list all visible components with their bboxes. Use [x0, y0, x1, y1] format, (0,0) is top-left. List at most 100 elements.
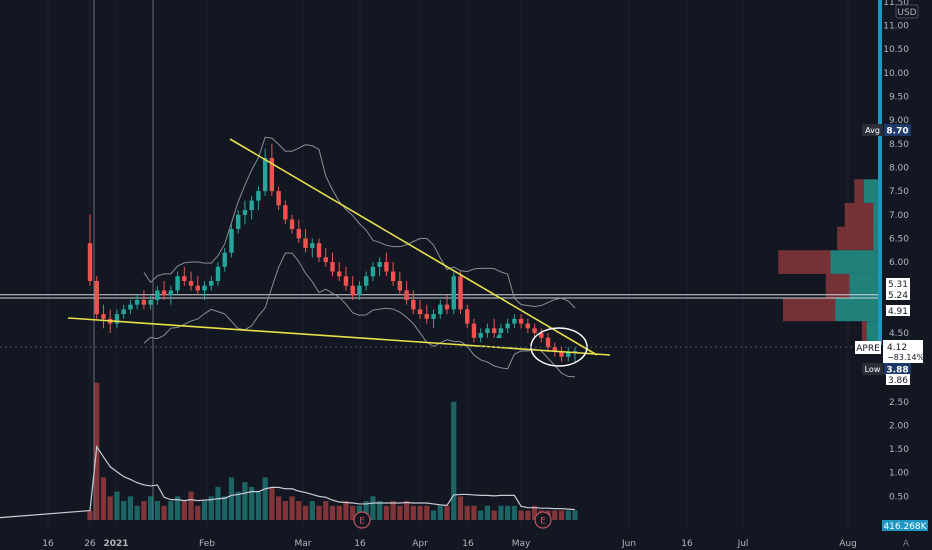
candle-body — [559, 351, 564, 357]
volume-bar — [336, 505, 342, 520]
volume-bar — [390, 501, 396, 520]
lower-trendline[interactable] — [67, 317, 611, 356]
candle-body — [222, 252, 227, 267]
volume-tag: 416.268K — [882, 520, 928, 532]
volume-bar — [343, 501, 349, 520]
candle-body — [451, 276, 456, 310]
volume-bar — [437, 505, 443, 520]
volume-bar — [430, 510, 437, 520]
time-tick-label: 16 — [462, 539, 474, 549]
candle-body — [343, 276, 349, 286]
svg-text:4.91: 4.91 — [888, 307, 908, 317]
candle-body — [337, 271, 342, 277]
volume-bar — [491, 510, 497, 520]
price-axis-panel[interactable] — [878, 0, 932, 550]
candle-body — [175, 276, 180, 291]
candle-body — [370, 266, 376, 277]
candle-body — [357, 285, 362, 296]
candle-body — [404, 290, 409, 300]
volume-bar — [363, 501, 369, 520]
volume-bar — [451, 401, 457, 520]
volume-bar — [552, 510, 558, 520]
time-axis[interactable]: 16 26 2021 Feb Mar 16 Apr 16 May Jun 16 Jul Aug — [42, 539, 857, 549]
candle-body — [276, 191, 281, 206]
volume-bar — [572, 510, 578, 520]
volume-bar — [208, 496, 214, 520]
earnings-marker[interactable]: E — [353, 511, 371, 529]
avg-tag: Avg 8.70 — [862, 124, 911, 137]
profile-up-bar — [849, 273, 878, 298]
profile-down-bar — [825, 273, 850, 298]
time-tick-label: 16 — [354, 539, 366, 549]
price-axis[interactable]: 11.50 11.00 10.50 10.00 9.50 9.00 8.50 8.00 7.50… — [883, 0, 909, 502]
candle-body — [121, 309, 126, 315]
volume-bar — [282, 501, 288, 520]
volume-bar — [565, 510, 571, 520]
candle-body — [242, 210, 248, 215]
tv-logo[interactable]: A — [903, 539, 910, 549]
candle-body — [141, 299, 147, 305]
candle-body — [572, 351, 578, 352]
volume-profile — [778, 179, 878, 345]
candle-body — [438, 304, 443, 315]
time-tick-label: Mar — [295, 539, 312, 549]
candle-body — [182, 276, 187, 281]
svg-text:5.24: 5.24 — [888, 291, 908, 301]
candle-body — [458, 276, 463, 310]
candle-body — [518, 318, 524, 324]
volume-bar — [309, 501, 315, 520]
time-tick-label: Apr — [412, 539, 428, 549]
candle-body — [283, 205, 288, 220]
volume-bar — [235, 491, 241, 520]
volume-bar — [471, 505, 477, 520]
symbol-badge[interactable]: APRE — [855, 341, 881, 354]
candle-body — [411, 299, 416, 310]
volume-bar — [127, 496, 134, 520]
low-tag-value: 3.88 — [886, 366, 908, 376]
currency-label: USD — [897, 8, 916, 18]
time-tick-label: 26 — [84, 539, 96, 549]
candle-body — [539, 333, 544, 338]
profile-up-bar — [835, 297, 878, 322]
upper-trendline[interactable] — [229, 138, 598, 356]
candle-body — [465, 309, 470, 324]
candle-body — [323, 257, 328, 263]
price-tick-label: 9.00 — [889, 116, 909, 126]
volume-bar — [242, 482, 248, 520]
volume-bar — [370, 496, 376, 520]
profile-up-bar — [863, 179, 878, 203]
profile-up-bar — [873, 226, 878, 251]
currency-badge[interactable]: USD — [895, 4, 919, 19]
candle-body — [168, 290, 174, 296]
price-tick-label: 2.50 — [889, 398, 909, 408]
candles — [87, 143, 578, 363]
price-tick-label: 7.00 — [889, 211, 909, 221]
time-tick-label: May — [512, 539, 531, 549]
volume-bar — [201, 501, 208, 520]
candle-body — [485, 328, 490, 334]
volume-bar — [511, 505, 517, 520]
svg-text:5.31: 5.31 — [888, 280, 908, 290]
time-axis-panel[interactable] — [0, 531, 932, 550]
candle-body — [525, 323, 531, 329]
candle-body — [289, 219, 295, 229]
low-tag-label: Low — [865, 365, 881, 374]
volume-bar — [531, 505, 538, 520]
candle-body — [94, 280, 99, 315]
volume-bar — [457, 496, 464, 520]
volume-value: 416.268K — [883, 522, 927, 532]
volume-bar — [249, 486, 255, 520]
price-tick-label: 6.00 — [889, 258, 909, 268]
candle-body — [498, 328, 504, 334]
candle-body — [424, 314, 430, 319]
volume-bar — [478, 510, 484, 520]
price-tick-label: 0.50 — [889, 492, 909, 502]
earnings-marker[interactable]: E — [534, 511, 552, 529]
volume-bar — [329, 505, 336, 520]
candle-body — [330, 262, 335, 272]
volume-bar — [424, 505, 430, 520]
volume-bar — [114, 491, 120, 520]
price-tick-label: 1.00 — [889, 469, 909, 479]
